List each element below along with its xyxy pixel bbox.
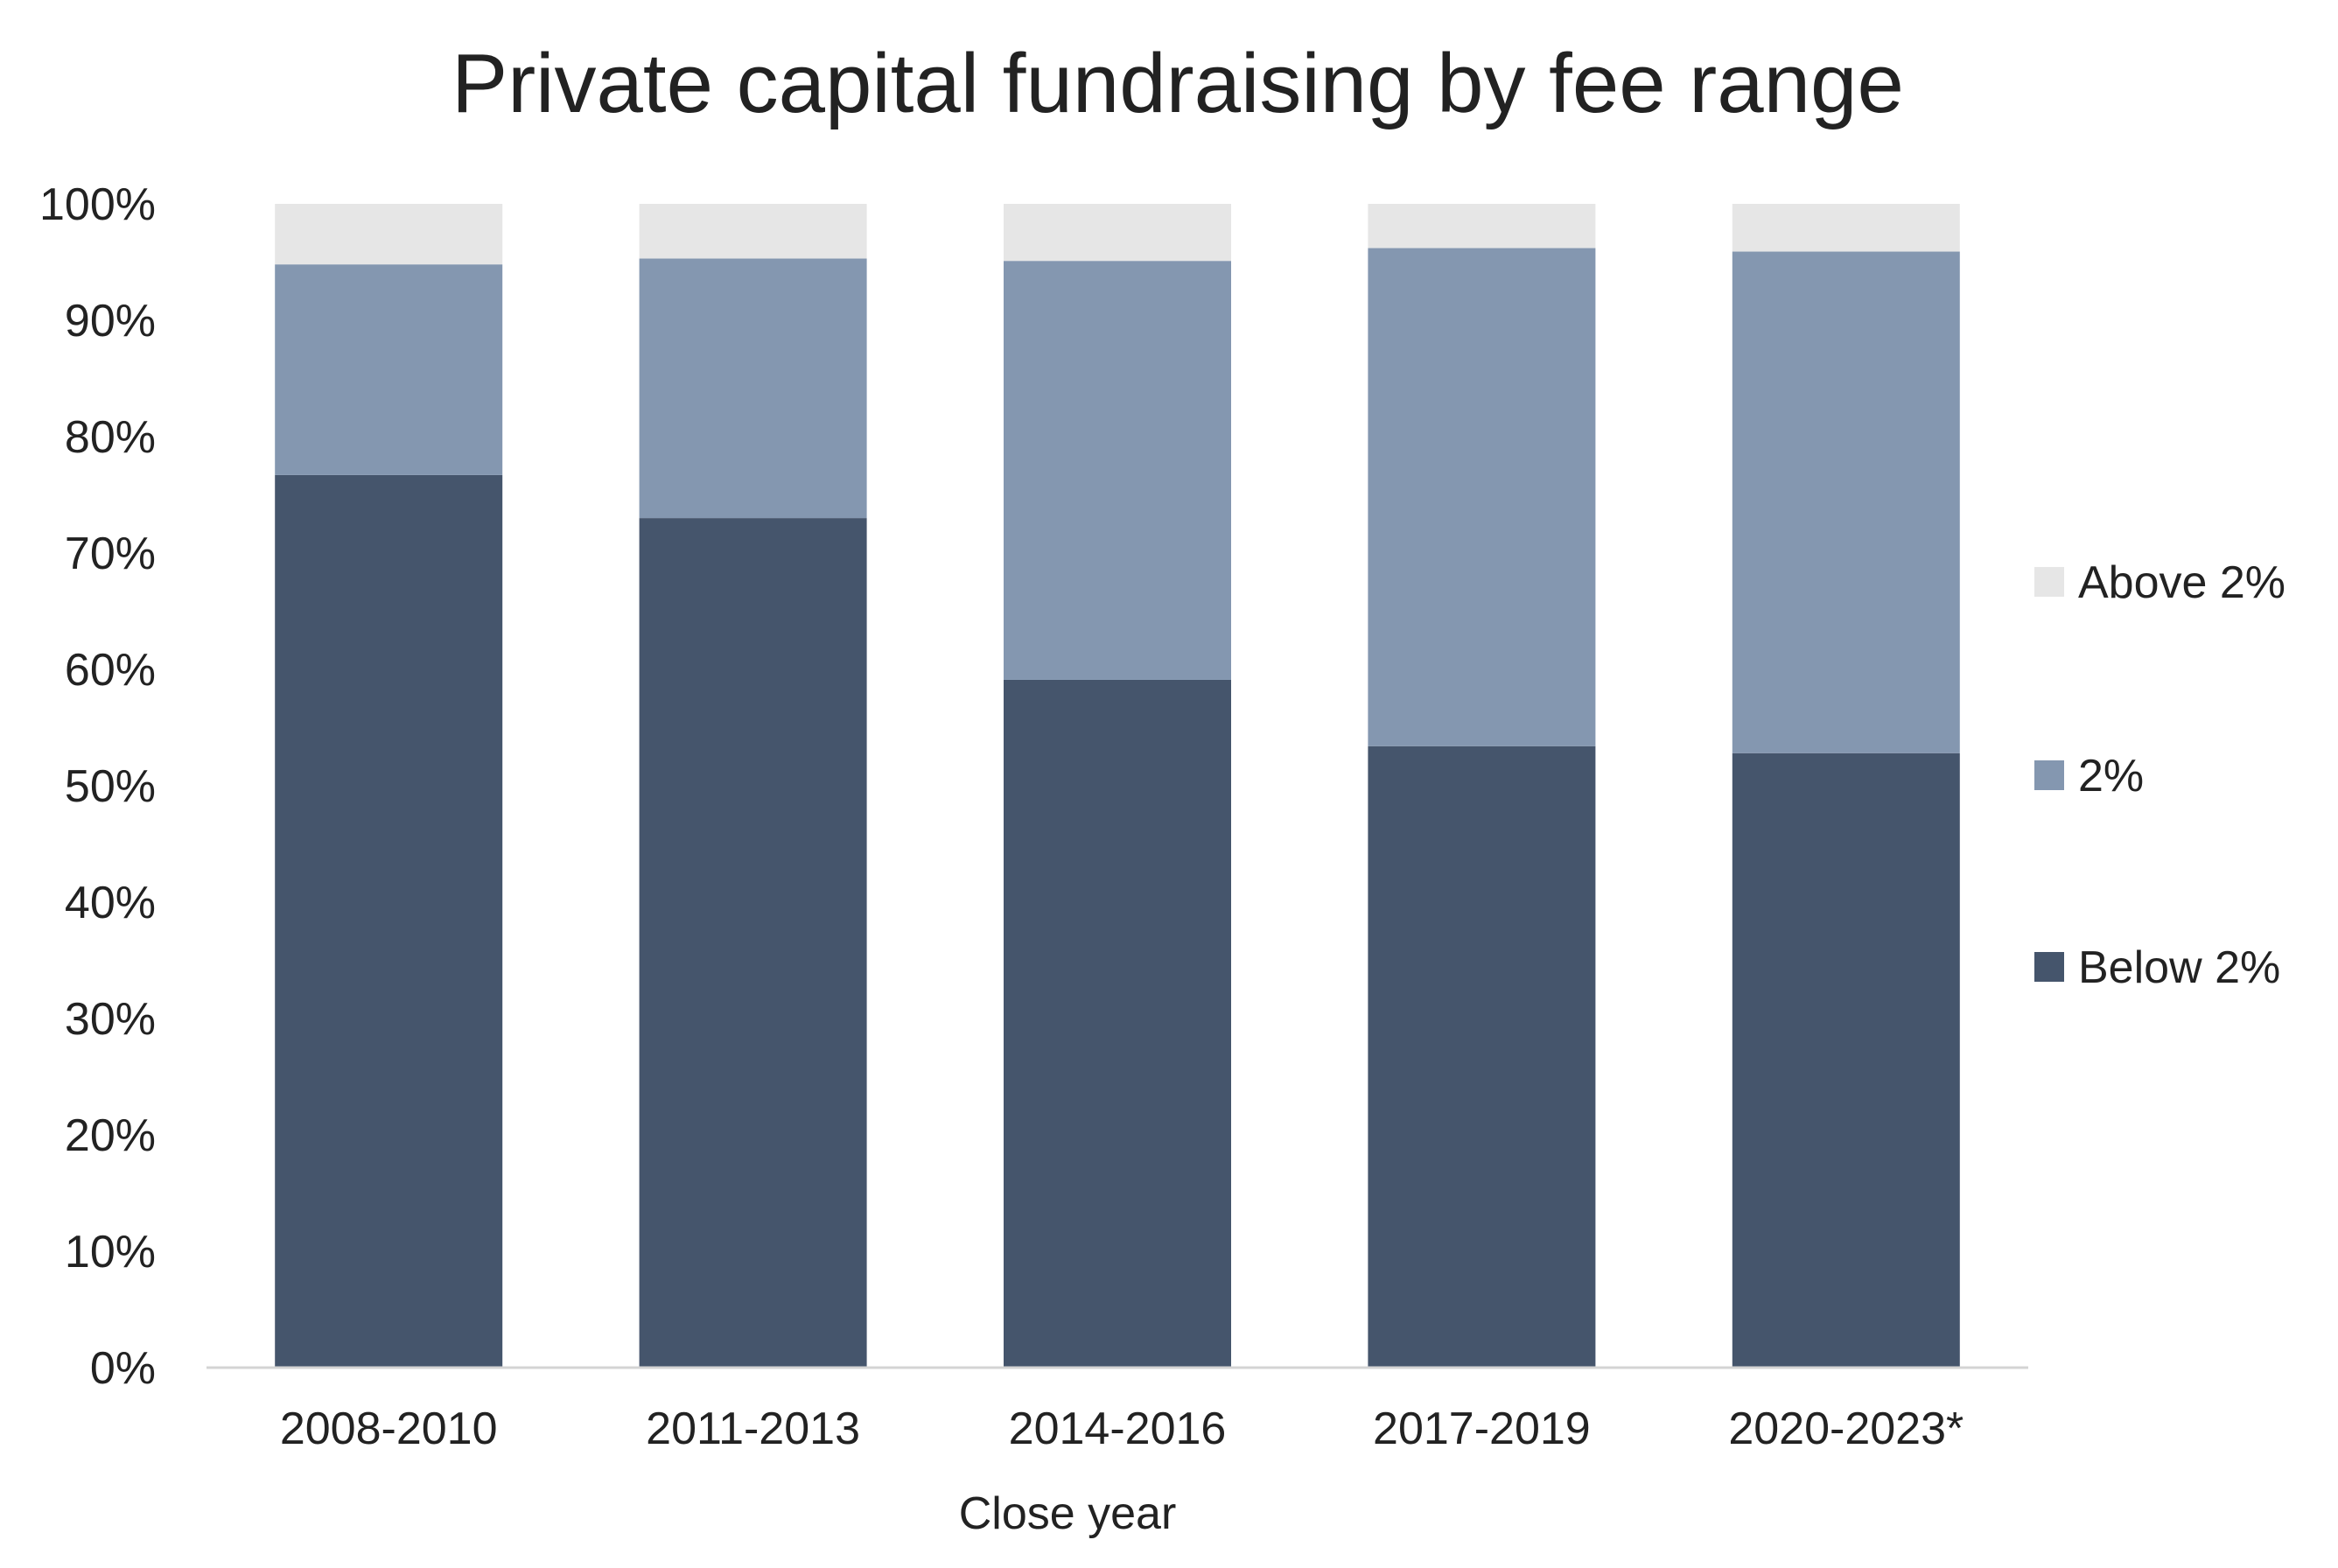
- bar-segment-above-2: [1368, 204, 1596, 248]
- legend: Above 2% 2% Below 2%: [2034, 557, 2286, 993]
- y-tick-label: 30%: [65, 994, 156, 1045]
- bar-segment-2: [1004, 261, 1231, 680]
- bar-segment-below-2: [275, 474, 503, 1368]
- bar-segment-below-2: [1004, 679, 1231, 1368]
- y-tick-label: 90%: [65, 296, 156, 346]
- legend-label: 2%: [2078, 751, 2144, 802]
- x-axis: 2008-2010 2011-2013 2014-2016 2017-2019 2020…: [280, 1404, 1964, 1454]
- bar-segment-below-2: [1368, 746, 1596, 1368]
- y-tick-label: 10%: [65, 1227, 156, 1278]
- y-tick-label: 100%: [39, 179, 156, 230]
- bar-segment-above-2: [1004, 204, 1231, 262]
- x-axis-title: Close year: [959, 1488, 1177, 1539]
- legend-label: Below 2%: [2078, 942, 2280, 993]
- bar-segment-2: [1368, 248, 1596, 746]
- bar-stack: [1732, 204, 1960, 1368]
- bar-segment-below-2: [639, 518, 867, 1368]
- y-tick-label: 0%: [90, 1343, 156, 1394]
- legend-swatch: [2034, 952, 2064, 982]
- bar-stack: [275, 204, 503, 1368]
- y-tick-label: 50%: [65, 761, 156, 812]
- bar-stack: [1368, 204, 1596, 1368]
- legend-label: Above 2%: [2078, 557, 2286, 608]
- x-tick-label: 2017-2019: [1373, 1404, 1591, 1454]
- legend-item: Above 2%: [2034, 557, 2286, 608]
- bar-segment-above-2: [275, 204, 503, 265]
- bar-segment-2: [1732, 251, 1960, 753]
- legend-item: Below 2%: [2034, 942, 2280, 993]
- chart-title: Private capital fundraising by fee range: [452, 37, 1904, 130]
- legend-swatch: [2034, 760, 2064, 790]
- bar-stack: [1004, 204, 1231, 1368]
- x-tick-label: 2011-2013: [646, 1404, 860, 1454]
- legend-swatch: [2034, 567, 2064, 597]
- x-tick-label: 2008-2010: [280, 1404, 498, 1454]
- y-tick-label: 40%: [65, 878, 156, 928]
- y-tick-label: 60%: [65, 645, 156, 696]
- bar-segment-2: [275, 264, 503, 475]
- bar-segment-above-2: [639, 204, 867, 259]
- y-tick-label: 80%: [65, 412, 156, 463]
- bar-segment-2: [639, 258, 867, 519]
- x-tick-label: 2020-2023*: [1728, 1404, 1964, 1454]
- bar-stack: [639, 204, 867, 1368]
- bar-segment-below-2: [1732, 752, 1960, 1368]
- bars: [275, 204, 1960, 1368]
- bar-segment-above-2: [1732, 204, 1960, 252]
- x-tick-label: 2014-2016: [1009, 1404, 1227, 1454]
- y-tick-label: 70%: [65, 528, 156, 579]
- legend-item: 2%: [2034, 751, 2144, 802]
- y-axis: 0% 10% 20% 30% 40% 50% 60% 70% 80% 90% 100%: [39, 179, 156, 1394]
- y-tick-label: 20%: [65, 1110, 156, 1161]
